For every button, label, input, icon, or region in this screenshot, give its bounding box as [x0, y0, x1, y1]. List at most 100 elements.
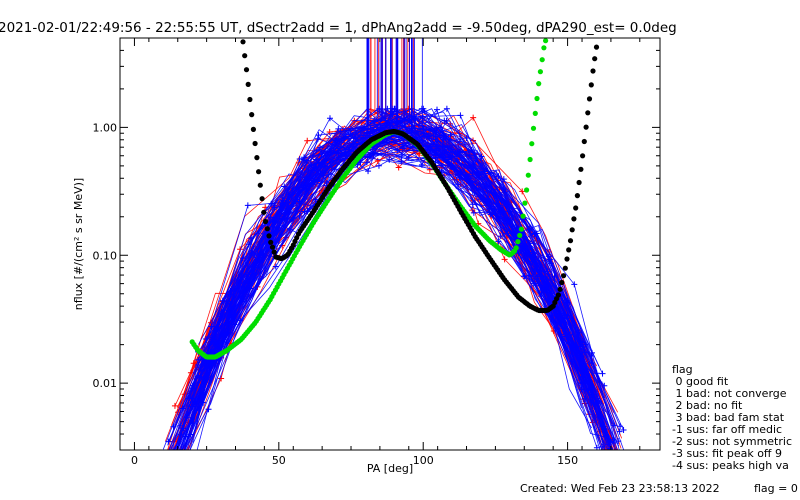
- blue-spectrum-marker: [150, 485, 156, 491]
- fit-point: [593, 44, 600, 50]
- blue-spectrum-line: [201, 154, 605, 420]
- red-spectrum-marker: [157, 485, 163, 491]
- fit-point: [581, 138, 587, 145]
- fit-point: [245, 81, 251, 87]
- blue-spectrum-marker: [148, 485, 154, 491]
- red-spectrum-marker: [166, 453, 172, 459]
- fit-point: [257, 182, 263, 188]
- fit-point: [576, 179, 582, 186]
- blue-spectrum-marker: [160, 485, 166, 491]
- axes: 0 50 100 150 0.01 0.10 1.00: [93, 37, 660, 467]
- blue-spectrum-line: [180, 108, 620, 450]
- fit-point: [517, 232, 523, 238]
- blue-spectrum-line: [169, 121, 590, 450]
- fit-point: [534, 95, 540, 102]
- red-spectrum-marker: [155, 485, 161, 491]
- blue-spectrum-marker: [159, 485, 165, 491]
- fit-point: [566, 247, 572, 253]
- fit-point: [262, 218, 269, 225]
- blue-spectrum-marker: [618, 453, 624, 459]
- fit-point: [567, 238, 574, 244]
- blue-spectrum-line: [181, 126, 602, 450]
- legend-title: flag: [672, 363, 693, 376]
- fit-point: [259, 196, 265, 202]
- red-spectrum-marker: [173, 482, 179, 488]
- fit-point: [586, 96, 593, 102]
- fit-point: [564, 256, 570, 262]
- flag-status: flag = 0: [754, 482, 798, 495]
- blue-spectrum-marker: [168, 474, 174, 480]
- fit-point: [529, 141, 535, 147]
- fit-point: [524, 187, 530, 193]
- flag-legend: flag 0 good fit 1 bad: not converge 2 ba…: [672, 363, 792, 472]
- fit-point: [242, 53, 248, 59]
- fit-point: [585, 110, 591, 116]
- fit-point: [247, 96, 253, 103]
- fit-point: [518, 226, 525, 232]
- red-spectrum-marker: [156, 485, 162, 491]
- fit-point: [520, 213, 526, 219]
- fit-point: [580, 153, 586, 159]
- blue-spectrum-line: [176, 115, 585, 450]
- black-fit-curve: [240, 38, 600, 314]
- fit-point: [573, 205, 579, 211]
- blue-spectrum-marker: [619, 464, 625, 470]
- blue-spectrum-line: [200, 108, 592, 372]
- blue-spectrum-marker: [611, 439, 618, 446]
- fit-point: [266, 233, 272, 239]
- red-spectrum-marker: [613, 466, 619, 472]
- red-spectrum-marker: [167, 462, 173, 468]
- fit-point: [539, 57, 545, 63]
- blue-spectrum-line: [184, 108, 584, 450]
- fit-point: [249, 112, 255, 118]
- fit-point: [252, 140, 258, 147]
- fit-point: [243, 67, 250, 73]
- fit-point: [578, 166, 584, 172]
- fit-point: [527, 156, 533, 163]
- red-spectrum-marker: [146, 485, 152, 491]
- blue-spectrum-marker: [164, 485, 170, 491]
- fit-point: [592, 56, 598, 62]
- blue-spectrum-line: [198, 134, 608, 450]
- red-spectrum-marker: [608, 466, 614, 472]
- fit-point: [557, 286, 563, 292]
- fit-point: [530, 125, 537, 131]
- fit-point: [532, 110, 538, 116]
- fit-point: [571, 216, 577, 222]
- legend-item: 1 bad: not converge: [672, 387, 787, 400]
- fit-point: [555, 292, 562, 298]
- blue-spectrum-line: [189, 112, 605, 450]
- red-spectrum-marker: [174, 469, 180, 475]
- fit-point: [574, 193, 581, 199]
- fit-point: [268, 239, 274, 245]
- legend-item: -3 sus: fit peak off 9: [672, 447, 782, 460]
- blue-spectrum-marker: [618, 462, 624, 468]
- y-axis-label: nflux [#/(cm² s sr MeV)]: [72, 178, 85, 310]
- blue-spectrum-marker: [158, 485, 164, 491]
- fit-point: [254, 155, 260, 161]
- blue-spectrum-marker: [616, 428, 623, 435]
- created-timestamp: Created: Wed Feb 23 23:58:13 2022: [520, 482, 720, 495]
- blue-spectrum-marker: [148, 485, 154, 491]
- fit-point: [536, 81, 542, 87]
- x-tick-label: 150: [557, 454, 578, 467]
- fit-point: [561, 273, 567, 279]
- legend-item: 0 good fit: [672, 375, 729, 388]
- legend-item: -2 sus: not symmetric: [672, 435, 792, 448]
- fit-point: [515, 239, 521, 245]
- fit-point: [256, 169, 262, 175]
- red-spectrum-line: [165, 120, 587, 442]
- fit-point: [269, 244, 276, 250]
- red-spectrum-marker: [152, 485, 158, 491]
- x-axis-label: PA [deg]: [367, 462, 413, 475]
- blue-spectrum-marker: [177, 460, 183, 466]
- blue-spectrum-marker: [614, 473, 620, 479]
- blue-spectrum-marker: [174, 457, 180, 463]
- fit-point: [543, 38, 549, 44]
- legend-item: -1 sus: far off medic: [672, 423, 782, 436]
- blue-spectrum-marker: [148, 485, 154, 491]
- fit-point: [559, 279, 565, 286]
- blue-spectrum-line: [183, 131, 612, 450]
- red-spectrum-marker: [620, 473, 626, 479]
